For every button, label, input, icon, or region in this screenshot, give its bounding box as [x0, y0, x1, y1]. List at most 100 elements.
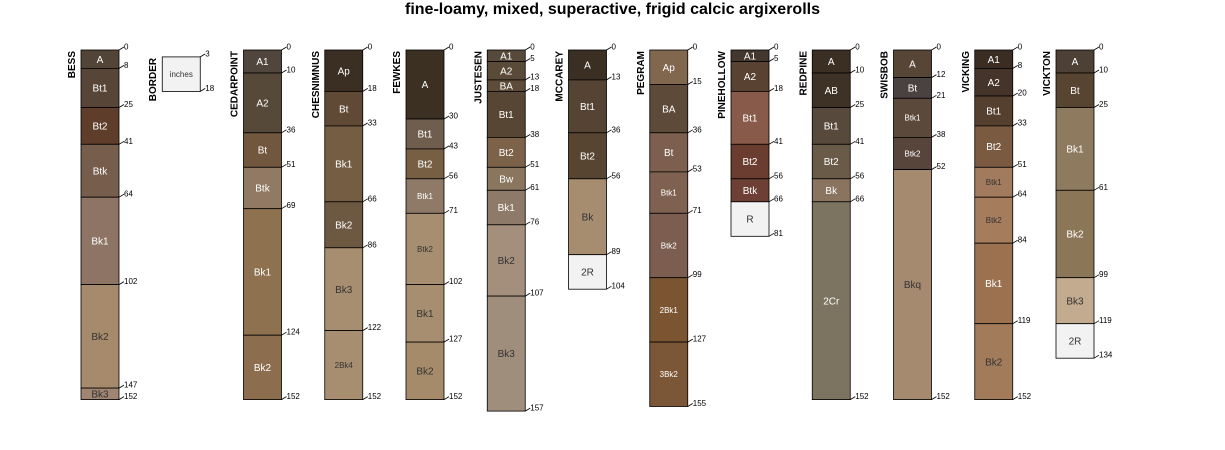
depth-label: 33 — [368, 118, 377, 127]
horizon-ba — [649, 84, 689, 134]
depth-label: 66 — [855, 194, 864, 203]
horizon-label: Bt1 — [986, 107, 1001, 118]
profile-pegram: PEGRAM Ap BA Bt Btk1 Btk2 2Bk1 3Bk2 0 15 36 53 71 99 1… — [636, 43, 707, 409]
depth-label: 30 — [449, 112, 458, 121]
depth-tick — [1012, 163, 1018, 168]
depth-tick — [606, 175, 612, 180]
depth-tick — [931, 74, 937, 78]
horizon-label: Bk1 — [498, 203, 516, 214]
depth-label: 134 — [1099, 351, 1113, 360]
depth-label: 0 — [1099, 43, 1104, 52]
depth-tick — [931, 94, 937, 99]
depth-tick — [1093, 46, 1100, 51]
depth-label: 0 — [530, 43, 535, 52]
horizon-bt2 — [568, 132, 607, 180]
depth-tick — [1012, 122, 1018, 127]
profile-justesen: JUSTESEN A1 A2 BA Bt1 Bt2 Bw Bk1 Bk2 Bk3 0 5 13 18 38 5… — [473, 43, 544, 413]
horizon-2bk1 — [649, 277, 689, 343]
horizon-label: Bk1 — [91, 237, 109, 248]
depth-tick — [281, 331, 287, 336]
depth-label: 56 — [449, 171, 458, 180]
depth-label: 0 — [774, 43, 779, 52]
depth-label: 152 — [449, 392, 463, 401]
horizon-label: Bt2 — [742, 157, 757, 168]
horizon-bt — [243, 132, 282, 168]
depth-tick — [850, 396, 856, 400]
depth-tick — [1093, 354, 1100, 359]
depth-tick — [1012, 396, 1018, 400]
horizon-bt1 — [80, 68, 120, 108]
horizon-bt — [649, 132, 689, 173]
horizon-label: 3Bk2 — [660, 370, 679, 379]
horizon-label: A — [422, 80, 429, 91]
horizon-label: Bt — [258, 146, 268, 157]
profile-pinehollow: PINEHOLLOW A1 A2 Bt1 Bt2 Btk R 0 5 18 41 56 66 81 — [717, 43, 783, 238]
depth-tick — [362, 46, 368, 51]
horizon-label: Bt1 — [580, 102, 595, 113]
depth-tick — [850, 46, 856, 51]
horizon-bk1 — [324, 125, 364, 203]
horizon-label: 2Cr — [823, 296, 840, 307]
depth-tick — [768, 232, 775, 237]
horizon-label: Bk3 — [335, 285, 353, 296]
chart-title: fine-loamy, mixed, superactive, frigid c… — [405, 1, 820, 18]
horizon-label: A2 — [500, 66, 513, 77]
depth-label: 5 — [530, 54, 535, 63]
horizon-label: Bt2 — [580, 151, 595, 162]
horizon-label: Bt1 — [417, 130, 432, 141]
horizon-r — [730, 201, 770, 237]
depth-label: 51 — [287, 160, 296, 169]
horizon-bt2 — [486, 136, 526, 168]
horizon-label: Bt2 — [824, 157, 839, 168]
depth-tick — [362, 198, 368, 203]
depth-tick — [443, 115, 450, 120]
horizon-a2 — [974, 68, 1014, 97]
horizon-label: Bk1 — [416, 309, 434, 320]
depth-label: 18 — [368, 84, 377, 93]
horizon-label: A — [584, 61, 591, 72]
depth-tick — [1012, 46, 1018, 51]
profile-name-label: MCCAREY — [555, 51, 566, 102]
horizon-bk3 — [486, 295, 526, 412]
depth-label: 64 — [1018, 190, 1027, 199]
horizon-label: Btk2 — [986, 216, 1003, 225]
horizon-a2 — [730, 61, 770, 92]
depth-tick — [443, 46, 450, 51]
depth-tick — [768, 175, 775, 180]
depth-tick — [768, 88, 775, 92]
profile-bess: BESS A Bt1 Bt2 Btk Bk1 Bk2 Bk3 0 8 25 41 64 102 147 152 — [67, 43, 138, 402]
profile-name-label: CHESNIMNUS — [311, 51, 322, 119]
horizon-bk3 — [1055, 277, 1095, 325]
depth-tick — [525, 88, 531, 92]
depth-label: 61 — [1099, 183, 1108, 192]
horizon-label: Btk1 — [661, 188, 678, 197]
horizon-label: Bk3 — [91, 389, 109, 400]
depth-label: 102 — [124, 277, 138, 286]
depth-tick — [118, 281, 125, 285]
depth-label: 155 — [693, 399, 707, 408]
horizon-label: Ap — [338, 66, 351, 77]
depth-label: 104 — [612, 282, 626, 291]
depth-label: 71 — [693, 206, 702, 215]
horizon-inches — [161, 56, 201, 92]
depth-tick — [281, 129, 287, 134]
depth-tick — [687, 209, 693, 214]
horizon-btk1 — [974, 166, 1014, 198]
horizon-label: 2R — [1069, 337, 1082, 348]
horizon-label: Bk2 — [985, 357, 1003, 368]
depth-label: 0 — [855, 43, 860, 52]
depth-label: 25 — [1099, 100, 1108, 109]
horizon-label: 2R — [581, 268, 594, 279]
horizon-bk3 — [324, 247, 364, 332]
horizon-label: Bk3 — [1066, 296, 1084, 307]
horizon-label: Bt1 — [742, 113, 757, 124]
depth-tick — [687, 403, 693, 407]
depth-label: 0 — [612, 43, 617, 52]
depth-label: 152 — [287, 392, 301, 401]
horizon-btk1 — [649, 171, 689, 214]
depth-tick — [1012, 239, 1018, 244]
horizon-btk2 — [405, 212, 445, 286]
horizon-label: Bk1 — [1066, 145, 1084, 156]
profile-name-label: PEGRAM — [636, 51, 647, 95]
depth-label: 21 — [937, 91, 946, 100]
